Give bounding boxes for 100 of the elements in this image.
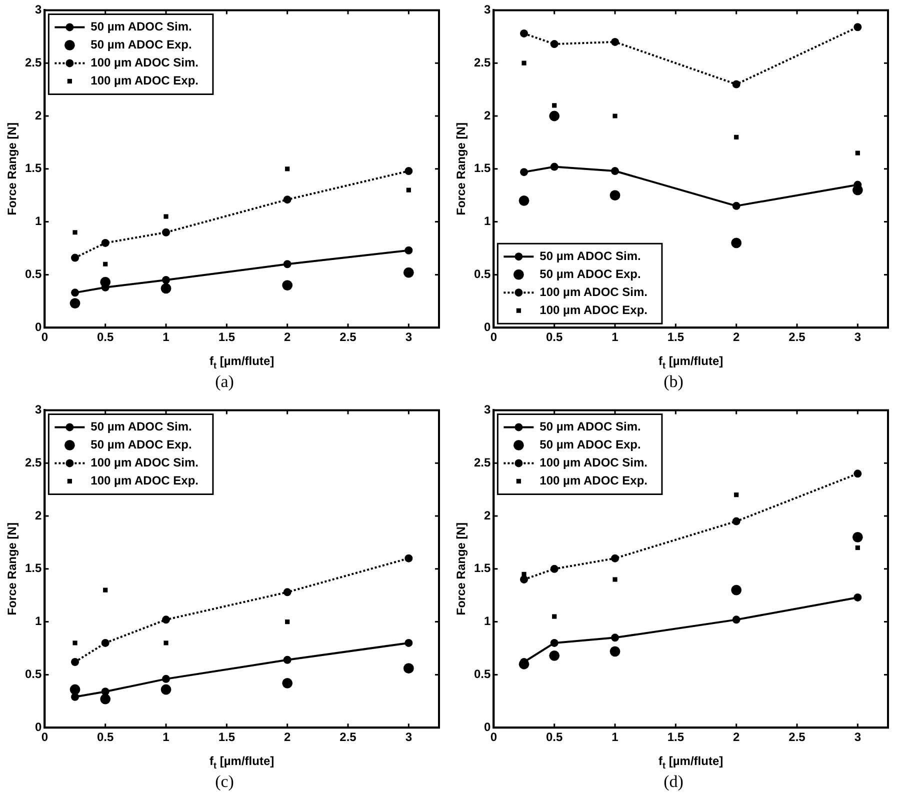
x-tick-label: 2.5: [788, 330, 806, 344]
x-tick-label: 1.5: [218, 330, 236, 344]
x-tick-label: 3: [854, 330, 862, 344]
point: [611, 167, 620, 176]
y-axis-title: Force Range [N]: [454, 522, 468, 616]
y-tick-label: 1.5: [24, 161, 42, 176]
point: [282, 678, 293, 688]
point: [283, 656, 292, 664]
x-tick-label: 1: [162, 730, 170, 744]
point: [611, 554, 620, 562]
y-tick-label: 0: [484, 320, 491, 334]
point: [70, 298, 80, 308]
point: [71, 288, 80, 297]
legend-label: 100 µm ADOC Exp.: [540, 474, 648, 488]
y-tick-label: 1: [484, 614, 491, 628]
point: [160, 684, 172, 695]
point: [162, 674, 170, 683]
point: [283, 588, 292, 596]
point: [70, 684, 80, 695]
y-tick-label: 2: [34, 508, 42, 522]
legend-label: 100 µm ADOC Sim.: [540, 456, 648, 470]
y-tick-label: 1: [34, 214, 42, 228]
y-tick-label: 2.5: [474, 455, 491, 470]
point: [406, 188, 411, 192]
x-tick-label: 1.5: [218, 730, 236, 744]
y-tick-label: 2.5: [24, 455, 42, 470]
y-tick-label: 0: [34, 720, 42, 734]
y-tick-label: 0.5: [474, 667, 491, 682]
point: [550, 162, 558, 171]
point: [550, 564, 558, 573]
legend-label: 100 µm ADOC Exp.: [90, 474, 199, 488]
point: [403, 267, 414, 278]
point: [732, 616, 740, 624]
y-tick-label: 3: [34, 402, 42, 417]
y-tick-label: 2: [484, 508, 491, 522]
point: [854, 23, 862, 32]
point: [855, 150, 860, 156]
point: [404, 638, 413, 647]
legend-label: 100 µm ADOC Sim.: [540, 284, 648, 299]
x-tick-label: 1.5: [667, 330, 684, 344]
point: [852, 532, 863, 542]
y-tick-label: 0.5: [474, 267, 491, 282]
y-axis-title: Force Range [N]: [4, 522, 19, 616]
point: [549, 110, 560, 122]
x-tick-label: 3: [405, 730, 412, 744]
y-tick-label: 0.5: [24, 267, 42, 282]
x-tick-label: 1: [612, 730, 619, 744]
x-tick-label: 2.5: [340, 730, 357, 744]
legend-label: 100 µm ADOC Sim.: [90, 56, 199, 70]
x-tick-label: 2.5: [788, 730, 806, 744]
point: [855, 545, 860, 550]
legend-label: 50 µm ADOC Exp.: [540, 438, 641, 452]
legend-label: 100 µm ADOC Sim.: [90, 456, 199, 470]
x-tick-label: 1.5: [667, 730, 684, 744]
point: [612, 577, 618, 582]
y-tick-label: 2.5: [474, 55, 491, 70]
text: (a): [214, 372, 235, 392]
point: [282, 280, 293, 290]
y-tick-label: 2: [484, 108, 491, 122]
x-tick-label: 2: [284, 730, 291, 744]
legend-label: 50 µm ADOC Exp.: [90, 438, 192, 452]
point: [734, 134, 739, 140]
y-tick-label: 3: [34, 2, 42, 17]
legend-label: 50 µm ADOC Sim.: [540, 248, 641, 263]
x-tick-label: 2: [732, 330, 740, 344]
point: [731, 584, 742, 596]
y-axis-title: Force Range [N]: [454, 122, 468, 216]
legend-label: 50 µm ADOC Sim.: [540, 420, 641, 434]
point: [164, 214, 168, 219]
point: [732, 80, 740, 88]
point: [403, 663, 414, 674]
point: [160, 283, 172, 294]
point: [520, 168, 528, 176]
x-tick-label: 0.5: [546, 330, 564, 344]
x-tick-label: 3: [405, 330, 412, 344]
point: [518, 195, 530, 206]
x-tick-label: 0.5: [97, 330, 114, 344]
y-tick-label: 1.5: [474, 561, 491, 576]
x-tick-label: 2: [732, 730, 740, 744]
point: [610, 646, 620, 657]
y-tick-label: 2: [34, 108, 42, 122]
point: [520, 575, 528, 584]
point: [732, 517, 740, 526]
point: [611, 38, 620, 46]
y-tick-label: 3: [484, 2, 491, 17]
point: [732, 202, 740, 210]
point: [550, 638, 558, 647]
point: [283, 260, 292, 268]
point: [552, 103, 557, 108]
y-tick-label: 2.5: [24, 55, 42, 70]
x-tick-label: 3: [854, 730, 862, 744]
point: [71, 658, 80, 666]
point: [612, 114, 618, 118]
point: [162, 616, 170, 624]
point: [731, 238, 742, 248]
point: [610, 190, 620, 201]
point: [285, 166, 290, 172]
point: [552, 614, 557, 619]
point: [71, 254, 80, 262]
legend-label: 50 µm ADOC Sim.: [90, 420, 192, 434]
